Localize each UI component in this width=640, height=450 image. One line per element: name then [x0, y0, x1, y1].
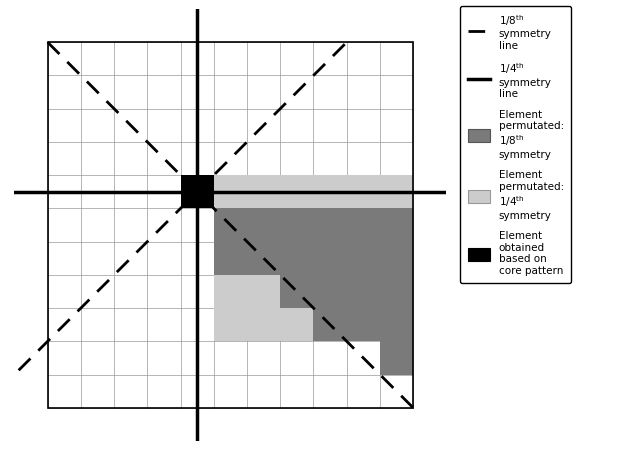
- Bar: [214, 242, 247, 275]
- Bar: [280, 275, 314, 308]
- Bar: [247, 242, 280, 275]
- Bar: [347, 242, 380, 275]
- Legend: 1/8$^{\mathregular{th}}$
symmetry
line, 1/4$^{\mathregular{th}}$
symmetry
line, : 1/8$^{\mathregular{th}}$ symmetry line, …: [460, 5, 572, 284]
- Bar: [380, 175, 413, 208]
- Bar: [247, 208, 280, 242]
- Bar: [280, 208, 314, 242]
- Bar: [380, 242, 413, 275]
- Bar: [214, 208, 247, 242]
- Bar: [347, 308, 380, 341]
- Bar: [280, 242, 314, 275]
- Bar: [380, 308, 413, 341]
- Bar: [214, 308, 247, 341]
- Bar: [47, 42, 413, 408]
- Bar: [314, 175, 347, 208]
- Bar: [247, 275, 280, 308]
- Bar: [180, 175, 214, 208]
- Bar: [314, 242, 347, 275]
- Bar: [214, 175, 247, 208]
- Bar: [247, 175, 280, 208]
- Bar: [347, 208, 380, 242]
- Bar: [280, 308, 314, 341]
- Bar: [280, 275, 314, 308]
- Bar: [214, 242, 247, 275]
- Bar: [247, 242, 280, 275]
- Bar: [380, 208, 413, 242]
- Bar: [314, 308, 347, 341]
- Bar: [380, 275, 413, 308]
- Bar: [314, 275, 347, 308]
- Bar: [247, 308, 280, 341]
- Bar: [314, 208, 347, 242]
- Bar: [247, 208, 280, 242]
- Bar: [280, 175, 314, 208]
- Bar: [214, 208, 247, 242]
- Bar: [280, 242, 314, 275]
- Bar: [347, 275, 380, 308]
- Bar: [380, 341, 413, 374]
- Bar: [347, 308, 380, 341]
- Bar: [314, 275, 347, 308]
- Bar: [214, 275, 247, 308]
- Bar: [347, 175, 380, 208]
- Bar: [314, 308, 347, 341]
